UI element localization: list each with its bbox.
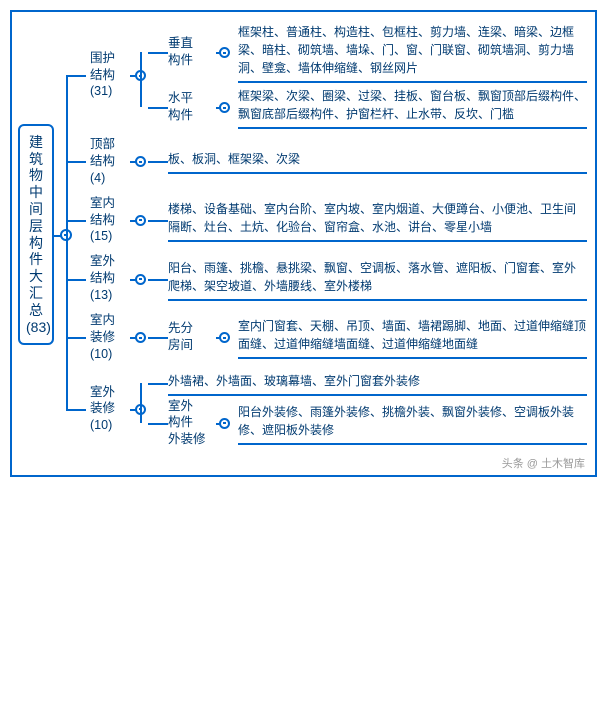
root-bracket xyxy=(54,18,86,451)
mindmap: 建筑物中间层构件大汇总(83) 围护结构(31) 垂直构件框架柱、普通柱、构造柱、… xyxy=(18,18,587,451)
branch-bracket xyxy=(130,369,160,450)
branch-label: 室外装修(10) xyxy=(86,382,130,437)
leaf-label: 先分房间 xyxy=(168,320,216,354)
watermark: 头条 @ 土木智库 xyxy=(502,455,585,471)
leaf: 板、板洞、框架梁、次梁 xyxy=(168,147,587,175)
expand-knob xyxy=(219,102,230,113)
leaf: 垂直构件框架柱、普通柱、构造柱、包框柱、剪力墙、连梁、暗梁、边框梁、暗柱、砌筑墙… xyxy=(168,20,587,84)
leaf-content: 板、板洞、框架梁、次梁 xyxy=(168,148,587,174)
branch: 室外装修(10) 外墙裙、外墙面、玻璃幕墙、室外门窗套外装修室外构件外装修阳台外装… xyxy=(86,367,587,452)
branch: 室内结构(15) 楼梯、设备基础、室内台阶、室内坡、室内烟道、大便蹲台、小便池、卫… xyxy=(86,191,587,250)
leaf-content: 阳台、雨篷、挑檐、悬挑梁、飘窗、空调板、落水管、遮阳板、门窗套、室外爬梯、架空坡… xyxy=(168,257,587,301)
leaf: 先分房间室内门窗套、天棚、吊顶、墙面、墙裙踢脚、地面、过道伸缩缝顶面缝、过道伸缩… xyxy=(168,314,587,360)
leaf-label: 室外构件外装修 xyxy=(168,398,216,449)
leaves: 外墙裙、外墙面、玻璃幕墙、室外门窗套外装修室外构件外装修阳台外装修、雨篷外装修、… xyxy=(160,369,587,450)
leaf-content: 阳台外装修、雨篷外装修、挑檐外装、飘窗外装修、空调板外装修、遮阳板外装修 xyxy=(238,401,587,445)
diagram-frame: 建筑物中间层构件大汇总(83) 围护结构(31) 垂直构件框架柱、普通柱、构造柱、… xyxy=(10,10,597,477)
branch-label: 顶部结构(4) xyxy=(86,134,130,189)
leaves: 楼梯、设备基础、室内台阶、室内坡、室内烟道、大便蹲台、小便池、卫生间隔断、灶台、… xyxy=(160,197,587,243)
leaf: 室外构件外装修阳台外装修、雨篷外装修、挑檐外装、飘窗外装修、空调板外装修、遮阳板… xyxy=(168,397,587,450)
expand-knob xyxy=(219,418,230,429)
expand-knob xyxy=(135,274,146,285)
root-connection: 围护结构(31) 垂直构件框架柱、普通柱、构造柱、包框柱、剪力墙、连梁、暗梁、边框… xyxy=(54,18,587,451)
branch-label: 室内结构(15) xyxy=(86,193,130,248)
leaves: 先分房间室内门窗套、天棚、吊顶、墙面、墙裙踢脚、地面、过道伸缩缝顶面缝、过道伸缩… xyxy=(160,314,587,360)
leaf: 水平构件框架梁、次梁、圈梁、过梁、挂板、窗台板、飘窗顶部后缀构件、飘窗底部后缀构… xyxy=(168,84,587,130)
branch-label: 室外结构(13) xyxy=(86,251,130,306)
leaf-label: 水平构件 xyxy=(168,90,216,124)
leaf-content: 楼梯、设备基础、室内台阶、室内坡、室内烟道、大便蹲台、小便池、卫生间隔断、灶台、… xyxy=(168,198,587,242)
leaf: 外墙裙、外墙面、玻璃幕墙、室外门窗套外装修 xyxy=(168,369,587,397)
leaf-label: 垂直构件 xyxy=(168,35,216,69)
branch-label: 围护结构(31) xyxy=(86,48,130,103)
expand-knob xyxy=(135,156,146,167)
expand-knob xyxy=(219,47,230,58)
branch-bracket xyxy=(130,20,160,130)
leaves: 垂直构件框架柱、普通柱、构造柱、包框柱、剪力墙、连梁、暗梁、边框梁、暗柱、砌筑墙… xyxy=(160,20,587,130)
leaf-content: 框架梁、次梁、圈梁、过梁、挂板、窗台板、飘窗顶部后缀构件、飘窗底部后缀构件、护窗… xyxy=(238,85,587,129)
branch: 围护结构(31) 垂直构件框架柱、普通柱、构造柱、包框柱、剪力墙、连梁、暗梁、边框… xyxy=(86,18,587,132)
leaves: 板、板洞、框架梁、次梁 xyxy=(160,147,587,175)
branch-label: 室内装修(10) xyxy=(86,310,130,365)
expand-knob xyxy=(135,215,146,226)
leaves: 阳台、雨篷、挑檐、悬挑梁、飘窗、空调板、落水管、遮阳板、门窗套、室外爬梯、架空坡… xyxy=(160,256,587,302)
leaf-content: 室内门窗套、天棚、吊顶、墙面、墙裙踢脚、地面、过道伸缩缝顶面缝、过道伸缩缝墙面缝… xyxy=(238,315,587,359)
root-node: 建筑物中间层构件大汇总(83) xyxy=(18,124,54,346)
level1-children: 围护结构(31) 垂直构件框架柱、普通柱、构造柱、包框柱、剪力墙、连梁、暗梁、边框… xyxy=(86,18,587,451)
branch: 室外结构(13) 阳台、雨篷、挑檐、悬挑梁、飘窗、空调板、落水管、遮阳板、门窗套、… xyxy=(86,249,587,308)
branch: 顶部结构(4) 板、板洞、框架梁、次梁 xyxy=(86,132,587,191)
leaf-content: 框架柱、普通柱、构造柱、包框柱、剪力墙、连梁、暗梁、边框梁、暗柱、砌筑墙、墙垛、… xyxy=(238,21,587,83)
expand-knob xyxy=(219,332,230,343)
leaf: 楼梯、设备基础、室内台阶、室内坡、室内烟道、大便蹲台、小便池、卫生间隔断、灶台、… xyxy=(168,197,587,243)
expand-knob xyxy=(135,332,146,343)
branch: 室内装修(10) 先分房间室内门窗套、天棚、吊顶、墙面、墙裙踢脚、地面、过道伸缩缝… xyxy=(86,308,587,367)
leaf-content: 外墙裙、外墙面、玻璃幕墙、室外门窗套外装修 xyxy=(168,370,587,396)
leaf: 阳台、雨篷、挑檐、悬挑梁、飘窗、空调板、落水管、遮阳板、门窗套、室外爬梯、架空坡… xyxy=(168,256,587,302)
